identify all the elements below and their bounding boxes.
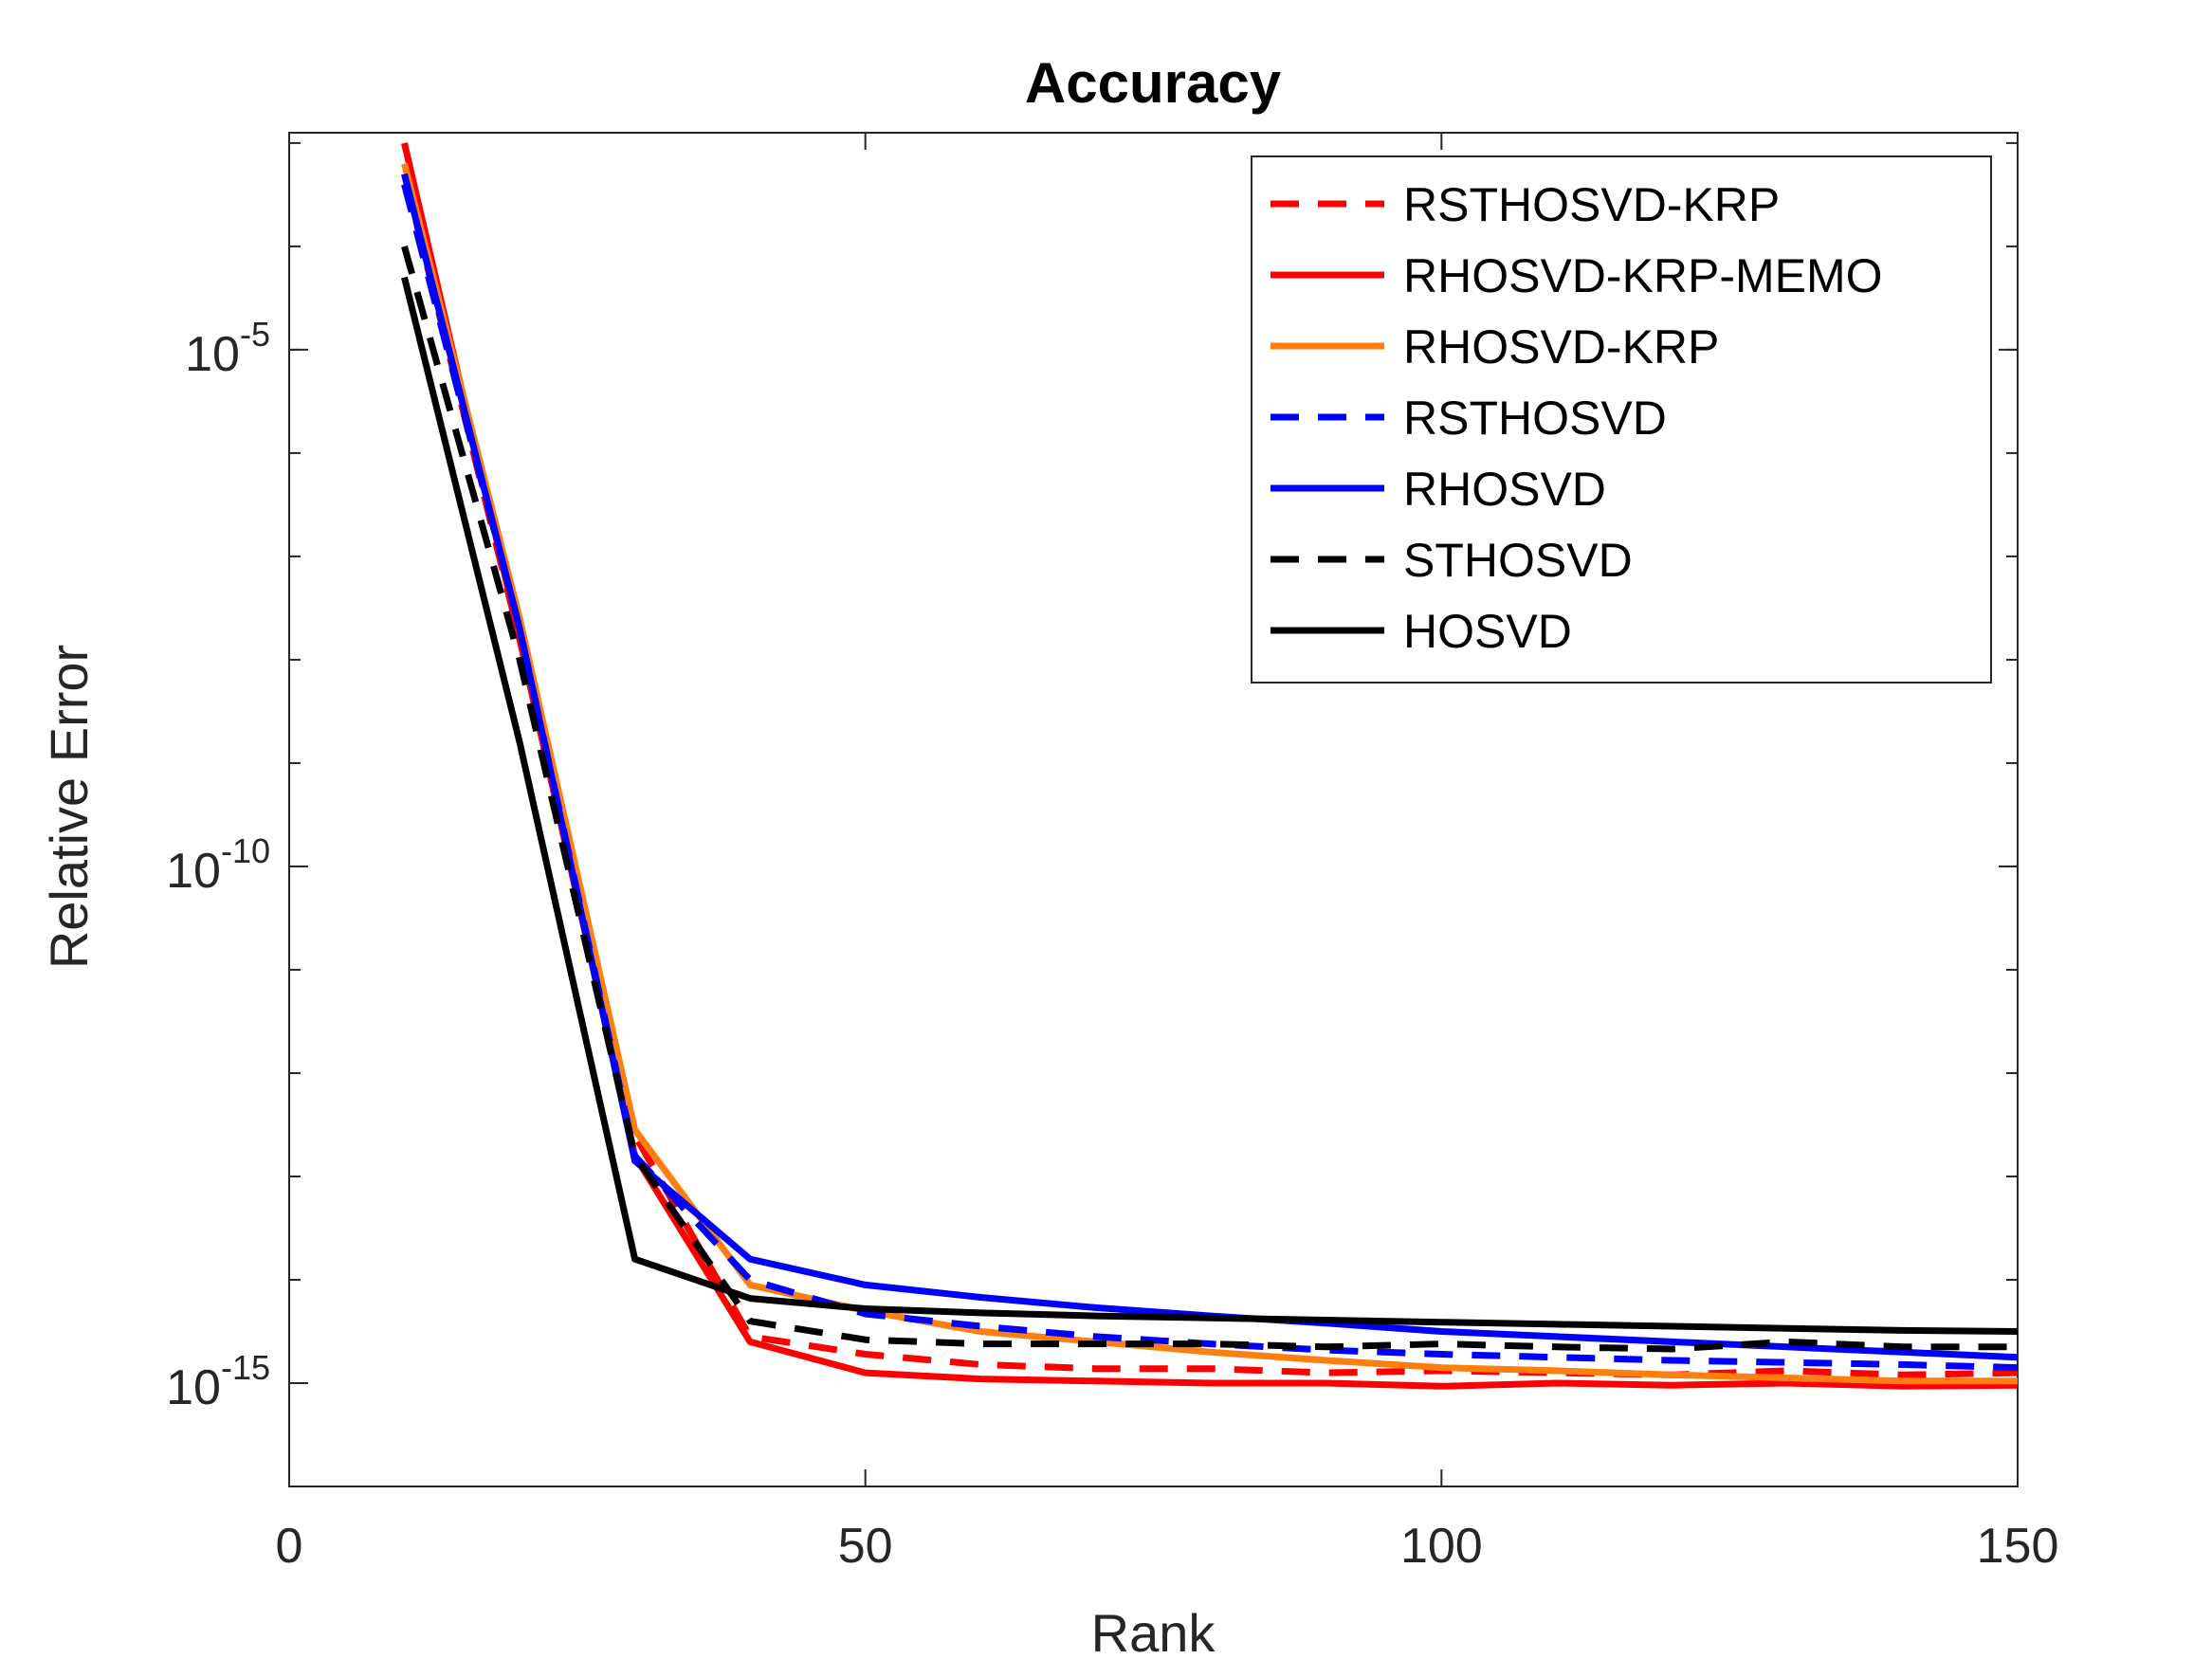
legend-label: RHOSVD-KRP [1403, 320, 1719, 374]
axes-frame [288, 132, 2019, 1487]
chart-title: Accuracy [1025, 51, 1282, 115]
legend-label: STHOSVD [1403, 534, 1633, 587]
series-line-sthosvd [401, 245, 2018, 1353]
x-tick-label: 0 [276, 1519, 303, 1574]
legend-label: HOSVD [1403, 605, 1572, 658]
series-group [401, 142, 2018, 1390]
legend: RSTHOSVD-KRP RHOSVD-KRP-MEMO RHOSVD-KRP RST… [1251, 155, 1992, 684]
series-line-rhosvd-krp [401, 162, 2018, 1385]
plot-area: 0 50 100 150 10-5 10-10 10-15 [166, 132, 2059, 1574]
legend-label: RSTHOSVD [1403, 392, 1667, 445]
x-tick-label: 50 [838, 1519, 893, 1574]
series-line-rsthosvd-krp [401, 173, 2018, 1378]
y-tick-label: 10-10 [166, 831, 270, 899]
series-line-rhosvd-krp-memo [401, 142, 2018, 1390]
y-axis-label: Relative Error [39, 645, 99, 969]
y-tick-label: 10-15 [166, 1348, 270, 1415]
legend-label: RHOSVD [1403, 463, 1606, 516]
x-tick-label: 100 [1400, 1519, 1483, 1574]
series-line-hosvd [401, 276, 2018, 1335]
legend-label: RHOSVD-KRP-MEMO [1403, 249, 1883, 302]
x-axis-label: Rank [1091, 1603, 1216, 1659]
legend-label: RSTHOSVD-KRP [1403, 178, 1780, 231]
y-tick-label: 10-5 [185, 315, 270, 382]
x-tick-label: 150 [1977, 1519, 2059, 1574]
